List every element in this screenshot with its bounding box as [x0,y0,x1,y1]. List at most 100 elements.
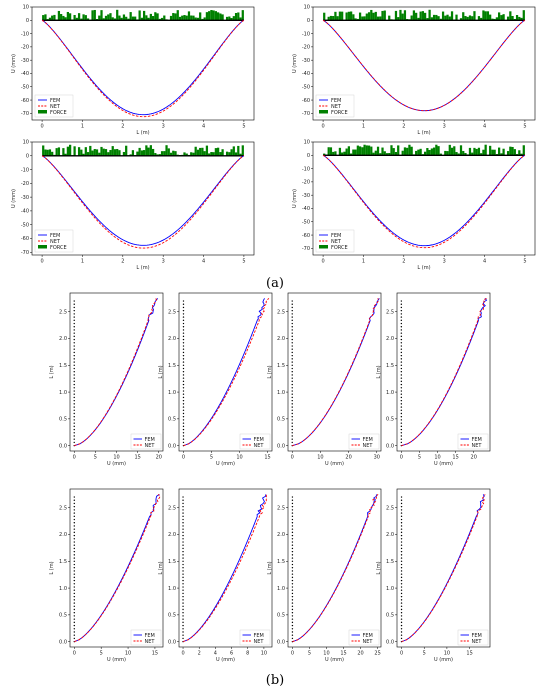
force-bar [489,14,492,21]
legend-net-label: NET [145,443,156,449]
support-point [291,390,293,392]
x-tick-label: 10 [444,651,450,657]
support-point [400,332,403,334]
support-point [291,432,293,434]
force-bar [486,11,490,21]
y-tick-label: -10 [21,167,29,173]
support-point [73,338,75,341]
legend-fem-label: FEM [472,437,482,443]
support-point [73,547,76,550]
force-bar [125,145,128,156]
force-bar [522,10,525,21]
support-point [182,583,184,585]
support-point [400,306,403,309]
support-point [73,393,75,395]
force-bar [365,13,368,21]
force-bar [358,146,362,156]
support-point [73,351,75,354]
force-bar [86,18,90,21]
force-bar [42,145,45,156]
force-bar [95,149,99,156]
support-point [73,345,75,347]
force-bar [203,17,206,21]
y-tick-label: 1.5 [386,559,394,565]
support-point [291,631,294,633]
support-point [400,374,403,376]
force-bar [205,12,209,21]
force-bar [367,12,371,21]
fem-line [41,155,245,246]
support-point [400,399,403,402]
force-bar [457,153,460,156]
support-point [400,612,403,614]
support-point [73,621,76,624]
force-bar [343,151,346,156]
support-point [73,361,75,363]
support-point [400,435,403,437]
y-axis-label: U (mm) [11,189,17,208]
force-bar [515,15,519,21]
force-bar [491,18,494,21]
support-point [182,419,185,421]
support-point [291,557,294,559]
y-tick-label: 2.5 [277,309,285,315]
force-bar [230,18,233,21]
force-bar [53,14,56,21]
force-bar [185,153,188,156]
x-tick-label: 3 [443,124,446,130]
support-point [400,570,403,572]
force-bar [379,16,382,21]
support-point [291,522,294,524]
force-bar [453,146,456,156]
support-point [182,374,185,376]
support-point [182,361,185,363]
force-bar [84,147,87,156]
force-bar [352,149,355,156]
support-point [73,589,76,591]
force-bar [131,16,135,21]
x-tick-label: 5 [94,455,97,461]
support-point [73,515,76,518]
force-bar [432,147,436,156]
force-bar [217,147,220,156]
support-point [182,560,184,563]
support-point [291,531,294,534]
y-tick-label: 1.5 [168,559,176,565]
support-point [400,560,403,563]
force-bar [329,147,333,156]
force-bar [151,16,155,21]
force-bar [365,145,368,156]
force-bar [473,11,476,21]
support-point [182,512,184,514]
x-tick-label: 0 [321,259,324,265]
support-point [182,576,184,579]
y-tick-label: 1.0 [168,586,176,592]
x-tick-label: 20 [471,455,477,461]
x-tick-label: 20 [156,455,162,461]
x-tick-label: 5 [523,259,526,265]
support-point [400,412,403,415]
y-tick-label: 0.0 [386,443,394,449]
panel-label-b: (b) [266,673,284,688]
support-point [73,534,76,537]
force-bar [154,153,157,156]
support-point [182,348,185,350]
force-bar [338,147,342,156]
support-point [400,428,403,431]
support-point [291,393,293,395]
force-bar [131,150,135,156]
support-point [400,605,403,607]
y-axis-label: L (m) [267,561,273,574]
support-point [73,396,75,399]
force-bar [66,146,69,156]
y-tick-label: 10 [23,140,29,146]
y-tick-label: 1.0 [386,390,394,396]
net-line [41,155,245,249]
y-tick-label: 0.0 [386,639,394,645]
support-point [400,531,403,534]
force-bar [183,152,186,156]
force-bar [129,154,132,156]
force-bar [394,10,398,21]
net-line [322,154,526,249]
force-bar [199,147,202,156]
